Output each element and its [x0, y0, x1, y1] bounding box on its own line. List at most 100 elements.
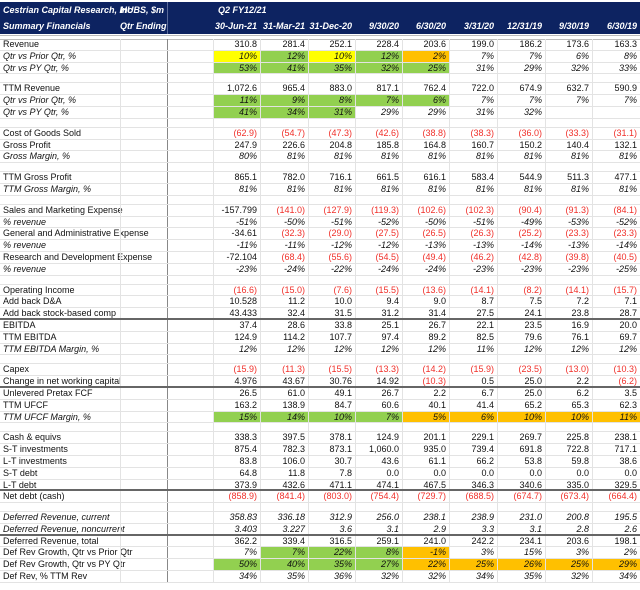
value-cell[interactable]: 12%	[545, 343, 592, 355]
value-cell[interactable]: 238.1	[402, 512, 449, 523]
value-cell[interactable]: 674.9	[497, 83, 545, 95]
value-cell[interactable]: 0.0	[497, 467, 545, 479]
value-cell[interactable]: 34%	[213, 571, 260, 582]
value-cell[interactable]: 26%	[497, 559, 545, 571]
value-cell[interactable]: (62.9)	[213, 127, 260, 139]
value-cell[interactable]: 238.1	[592, 432, 640, 444]
value-cell[interactable]: 31%	[449, 62, 497, 74]
value-cell[interactable]: 49.1	[308, 387, 355, 399]
value-cell[interactable]: (23.3)	[545, 228, 592, 240]
value-cell[interactable]: 22.1	[449, 319, 497, 331]
value-cell[interactable]: 80%	[213, 151, 260, 163]
value-cell[interactable]: 81%	[402, 151, 449, 163]
value-cell[interactable]: (31.1)	[592, 127, 640, 139]
value-cell[interactable]: 124.9	[355, 432, 402, 444]
value-cell[interactable]: 32%	[545, 62, 592, 74]
value-cell[interactable]: 69.7	[592, 331, 640, 343]
value-cell[interactable]: 7%	[497, 95, 545, 106]
value-cell[interactable]	[545, 106, 592, 118]
value-cell[interactable]: 81%	[449, 151, 497, 163]
value-cell[interactable]: 10.528	[213, 296, 260, 308]
value-cell[interactable]: 10.0	[308, 296, 355, 308]
value-cell[interactable]: 61.1	[402, 455, 449, 467]
value-cell[interactable]: 81%	[260, 183, 308, 195]
value-cell[interactable]: 81%	[497, 183, 545, 195]
value-cell[interactable]: 199.0	[449, 39, 497, 50]
value-cell[interactable]: 203.6	[545, 535, 592, 547]
value-cell[interactable]: 338.3	[213, 432, 260, 444]
value-cell[interactable]: (673.4)	[545, 491, 592, 503]
value-cell[interactable]: 6%	[545, 50, 592, 62]
value-cell[interactable]: 76.1	[545, 331, 592, 343]
value-cell[interactable]: 0.0	[355, 467, 402, 479]
value-cell[interactable]: 11%	[449, 343, 497, 355]
value-cell[interactable]: (90.4)	[497, 204, 545, 216]
value-cell[interactable]: 3.1	[497, 523, 545, 534]
value-cell[interactable]: 34%	[260, 106, 308, 118]
value-cell[interactable]: -14%	[497, 240, 545, 251]
value-cell[interactable]: (127.9)	[308, 204, 355, 216]
value-cell[interactable]: -23%	[545, 263, 592, 275]
value-cell[interactable]: (858.9)	[213, 491, 260, 503]
value-cell[interactable]: (6.2)	[592, 376, 640, 386]
value-cell[interactable]: 256.0	[355, 512, 402, 523]
value-cell[interactable]: (15.5)	[355, 284, 402, 296]
value-cell[interactable]: 477.1	[592, 172, 640, 183]
value-cell[interactable]: 3.403	[213, 523, 260, 534]
value-cell[interactable]: (674.7)	[497, 491, 545, 503]
value-cell[interactable]: 106.0	[260, 455, 308, 467]
value-cell[interactable]: 53.8	[497, 455, 545, 467]
value-cell[interactable]: 228.4	[355, 39, 402, 50]
value-cell[interactable]: 9.4	[355, 296, 402, 308]
value-cell[interactable]: 25%	[449, 559, 497, 571]
value-cell[interactable]: -13%	[449, 240, 497, 251]
value-cell[interactable]: 12%	[308, 343, 355, 355]
value-cell[interactable]: -50%	[402, 216, 449, 228]
value-cell[interactable]: 198.1	[592, 535, 640, 547]
value-cell[interactable]: 43.6	[355, 455, 402, 467]
value-cell[interactable]: 23.5	[497, 319, 545, 331]
value-cell[interactable]: 247.9	[213, 139, 260, 151]
value-cell[interactable]: 5%	[402, 411, 449, 423]
value-cell[interactable]: -14%	[592, 240, 640, 251]
value-cell[interactable]: (15.9)	[449, 364, 497, 376]
value-cell[interactable]: (664.4)	[592, 491, 640, 503]
value-cell[interactable]: 200.8	[545, 512, 592, 523]
value-cell[interactable]: 164.8	[402, 139, 449, 151]
value-cell[interactable]: 1,072.6	[213, 83, 260, 95]
value-cell[interactable]: 25.0	[497, 387, 545, 399]
value-cell[interactable]: 717.1	[592, 444, 640, 455]
date-header[interactable]: 3/31/20	[463, 21, 494, 31]
value-cell[interactable]: 865.1	[213, 172, 260, 183]
value-cell[interactable]: 81%	[402, 183, 449, 195]
value-cell[interactable]: 373.9	[213, 479, 260, 490]
value-cell[interactable]: 15%	[497, 547, 545, 559]
value-cell[interactable]: 81%	[545, 151, 592, 163]
value-cell[interactable]: 82.5	[449, 331, 497, 343]
value-cell[interactable]: (38.3)	[449, 127, 497, 139]
value-cell[interactable]: (42.6)	[355, 127, 402, 139]
value-cell[interactable]: 7%	[355, 95, 402, 106]
value-cell[interactable]: 7%	[449, 95, 497, 106]
value-cell[interactable]: 471.1	[308, 479, 355, 490]
value-cell[interactable]: 84.7	[308, 399, 355, 411]
value-cell[interactable]: 81%	[592, 183, 640, 195]
value-cell[interactable]: 163.3	[592, 39, 640, 50]
value-cell[interactable]	[592, 106, 640, 118]
value-cell[interactable]: 32.4	[260, 308, 308, 318]
value-cell[interactable]: 259.1	[355, 535, 402, 547]
value-cell[interactable]: 231.0	[497, 512, 545, 523]
value-cell[interactable]: -49%	[497, 216, 545, 228]
value-cell[interactable]: 739.4	[449, 444, 497, 455]
value-cell[interactable]: 3.3	[449, 523, 497, 534]
value-cell[interactable]: 34%	[449, 571, 497, 582]
value-cell[interactable]: -51%	[308, 216, 355, 228]
value-cell[interactable]: 26.5	[213, 387, 260, 399]
value-cell[interactable]: 150.2	[497, 139, 545, 151]
value-cell[interactable]: 31%	[449, 106, 497, 118]
value-cell[interactable]: 28.6	[260, 319, 308, 331]
value-cell[interactable]: 14%	[260, 411, 308, 423]
value-cell[interactable]: 362.2	[213, 535, 260, 547]
value-cell[interactable]: -24%	[402, 263, 449, 275]
value-cell[interactable]: 7.1	[592, 296, 640, 308]
